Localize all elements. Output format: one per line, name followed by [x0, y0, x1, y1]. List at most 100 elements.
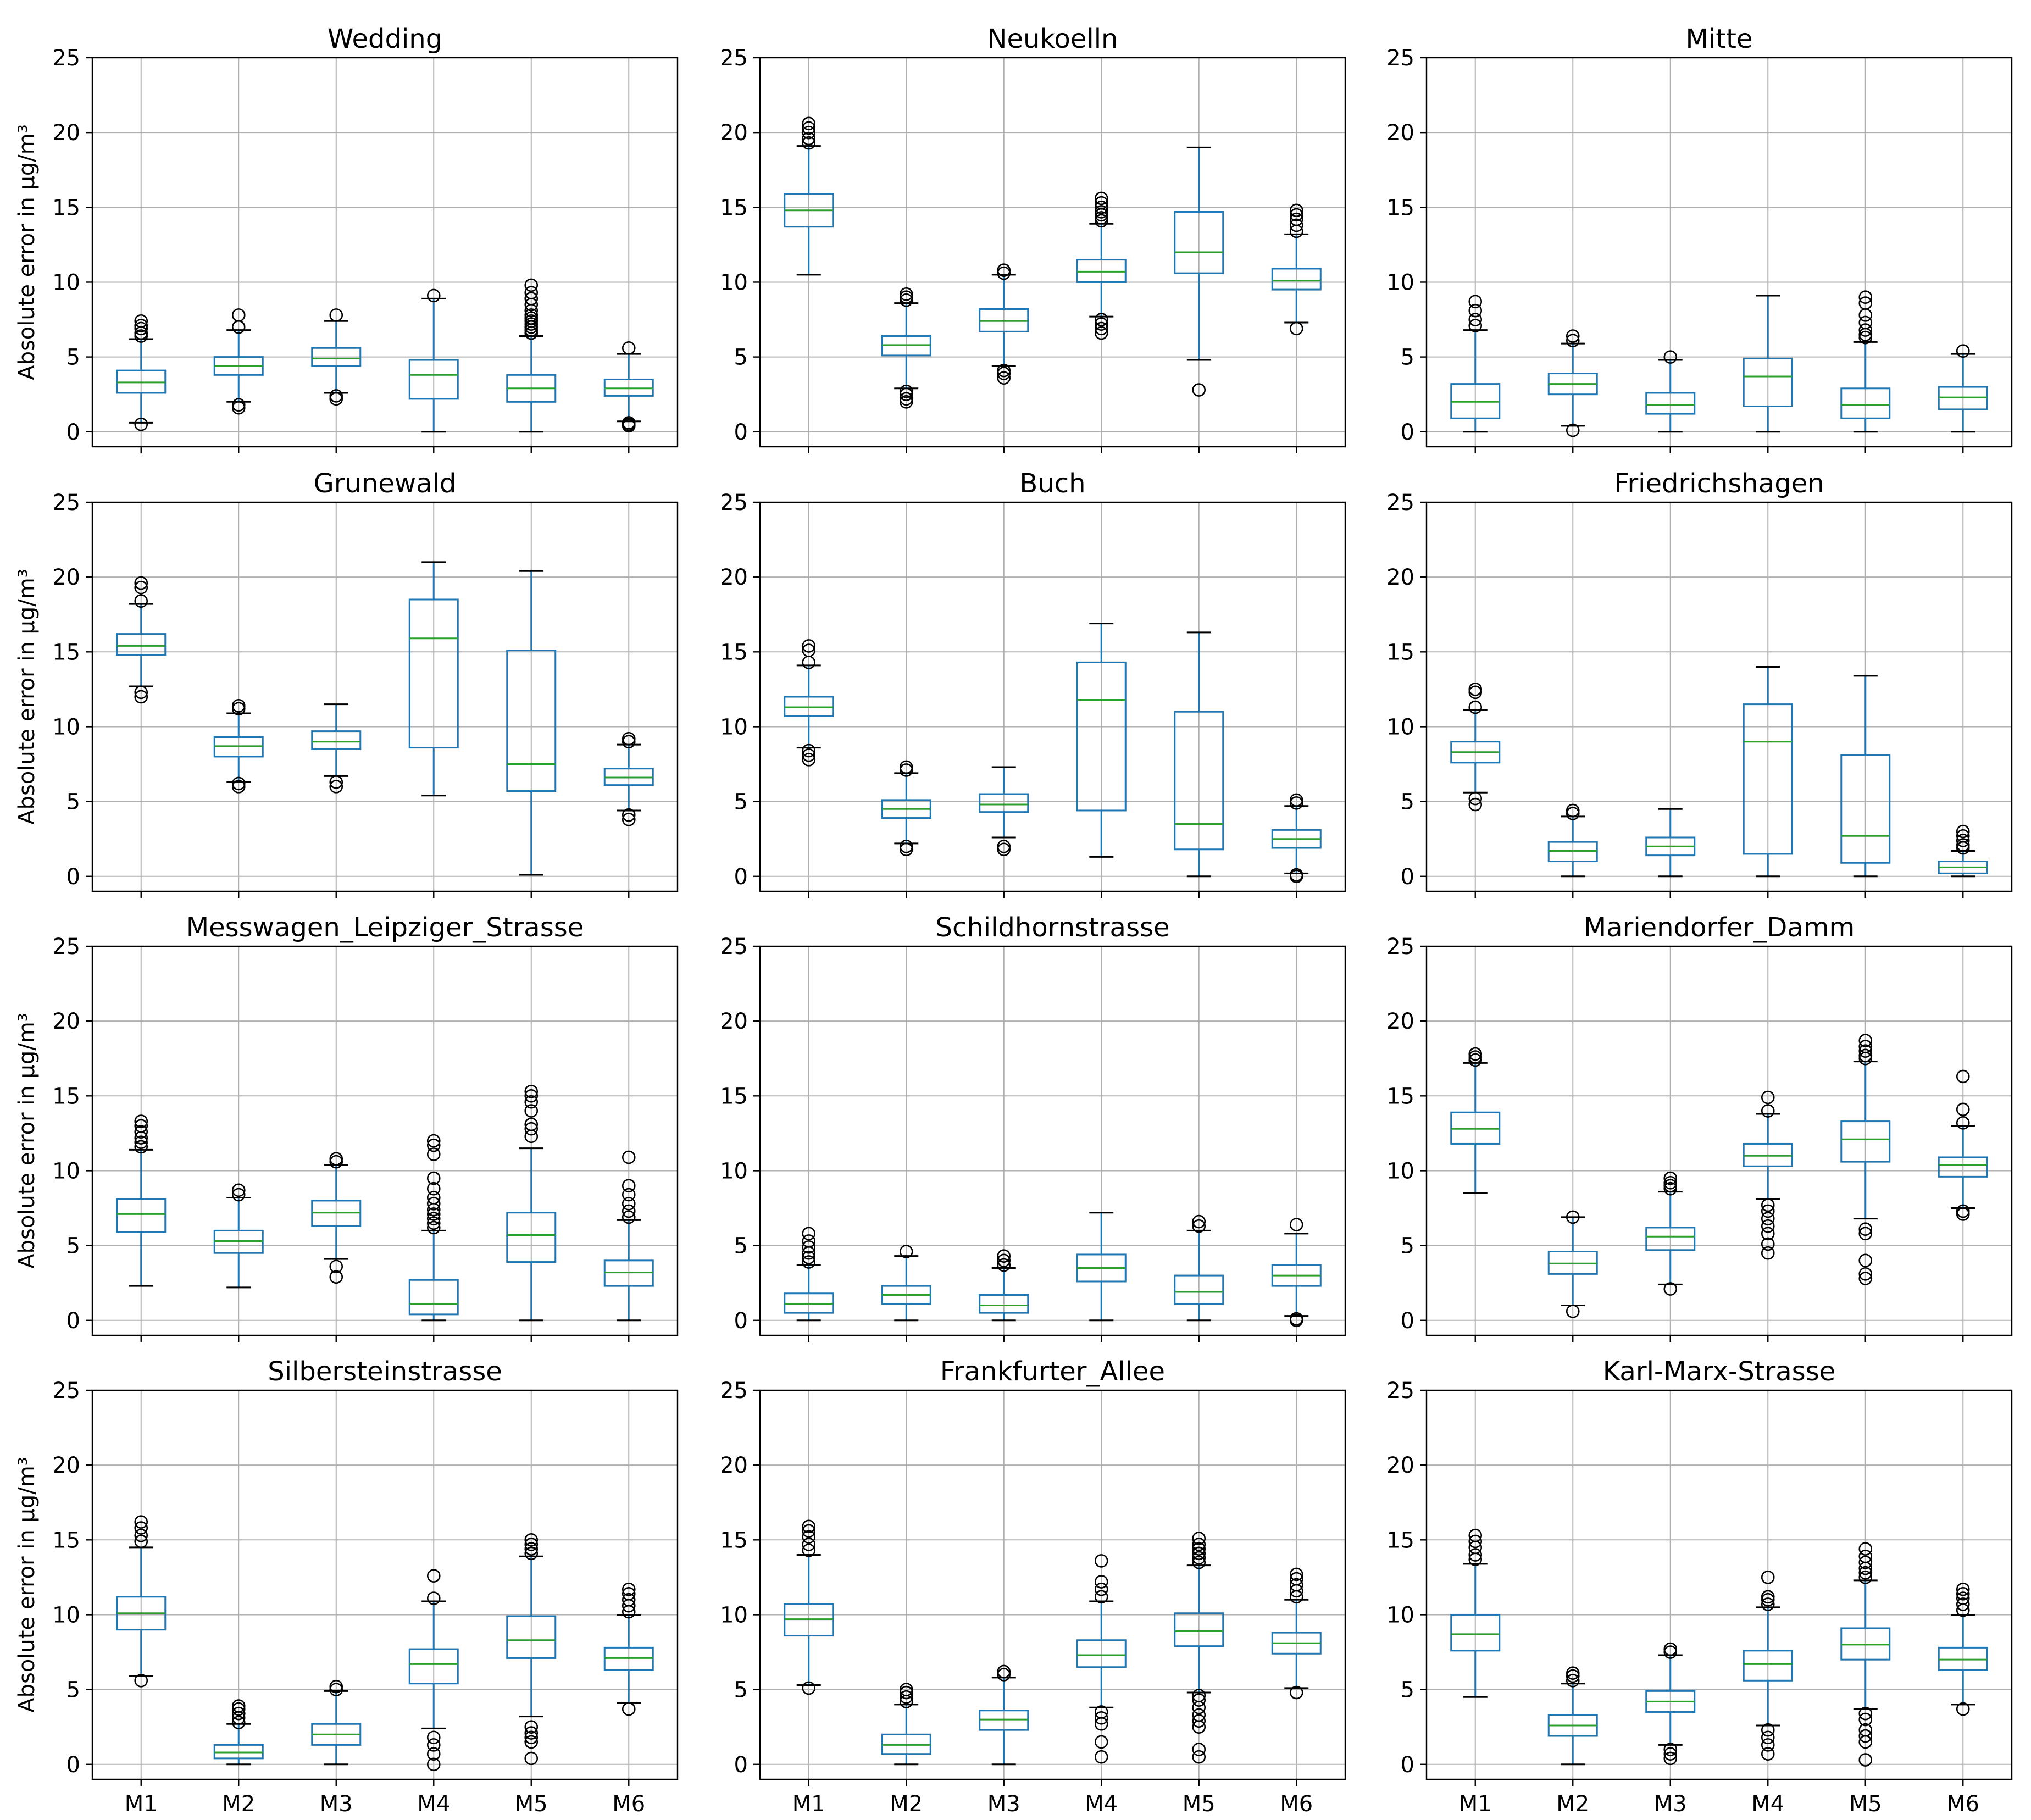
outlier-point	[134, 576, 148, 590]
outlier-point	[1761, 1104, 1775, 1118]
outlier-point	[997, 1258, 1011, 1272]
outlier-point	[231, 1716, 246, 1729]
outlier-point	[426, 1191, 441, 1205]
outlier-point	[524, 1730, 539, 1745]
panel-buch: 0 5 10 15 20 25 Buch	[720, 468, 1346, 898]
outlier-point	[1761, 1090, 1775, 1105]
outlier-point	[134, 1515, 148, 1529]
outlier-point	[524, 286, 539, 299]
outlier-point	[1858, 290, 1873, 304]
y-tick-label: 10	[52, 270, 80, 295]
outlier-point	[426, 1216, 441, 1230]
box-m6	[603, 1150, 654, 1322]
box-m4	[1743, 1090, 1793, 1260]
iqr-box	[408, 1279, 459, 1316]
outlier-point	[231, 1183, 246, 1197]
box-m1	[1450, 1047, 1501, 1194]
outlier-point	[426, 1138, 441, 1152]
outlier-point	[134, 1135, 148, 1150]
outlier-point	[524, 308, 539, 322]
outlier-point	[1956, 1069, 1970, 1084]
panel-mitte: 0 5 10 15 20 25 Mitte	[1386, 24, 2013, 453]
x-tick-label: M1	[1459, 1791, 1492, 1817]
outlier-point	[1956, 834, 1970, 847]
box-m4	[408, 288, 459, 433]
iqr-box	[408, 598, 459, 749]
outlier-point	[426, 1591, 441, 1605]
outlier-point	[329, 1679, 343, 1694]
outlier-point	[621, 1702, 636, 1716]
outlier-point	[1858, 1712, 1873, 1727]
box-m3	[979, 1249, 1029, 1322]
outlier-point	[1858, 1706, 1873, 1721]
x-tick-label: M4	[417, 1791, 450, 1817]
outlier-point	[524, 292, 539, 306]
outlier-point	[134, 1140, 148, 1154]
outlier-point	[1094, 1711, 1108, 1725]
outlier-point	[426, 1738, 441, 1752]
y-tick-label: 10	[52, 714, 80, 740]
box-m5	[506, 1533, 557, 1766]
outlier-point	[1761, 1219, 1775, 1233]
y-tick-label: 25	[1386, 490, 1414, 515]
x-tick-label: M6	[612, 1791, 645, 1817]
outlier-point	[134, 1673, 148, 1688]
outlier-point	[1566, 1666, 1580, 1680]
x-tick-label: M3	[1654, 1791, 1687, 1817]
outlier-point	[1468, 791, 1483, 806]
x-tick-label: M6	[1280, 1791, 1313, 1817]
outlier-point	[1468, 1528, 1483, 1542]
outlier-point	[1289, 1572, 1303, 1586]
box-m1	[1450, 1528, 1501, 1698]
axes-frame	[759, 1389, 1346, 1780]
outlier-point	[524, 1735, 539, 1749]
outlier-point	[524, 1095, 539, 1109]
outlier-point	[802, 743, 816, 758]
x-tick-label: M5	[515, 1791, 548, 1817]
y-tick-label: 20	[52, 1453, 80, 1478]
box-m1	[1450, 682, 1501, 812]
y-tick-label: 20	[720, 1009, 748, 1034]
box-m2	[881, 287, 931, 409]
iqr-box	[311, 347, 362, 367]
panel-grunewald: 0 5 10 15 20 25 Grunewald Absolute error in µg/…	[14, 468, 679, 898]
outlier-point	[1192, 1693, 1206, 1707]
y-tick-label: 25	[1386, 46, 1414, 71]
box-m3	[311, 1679, 362, 1766]
y-tick-label: 5	[734, 1234, 748, 1259]
y-tick-label: 5	[1401, 1234, 1414, 1259]
outlier-point	[1289, 1685, 1303, 1700]
iqr-box	[1743, 357, 1793, 407]
outlier-point	[1289, 1567, 1303, 1582]
box-m3	[311, 308, 362, 406]
box-m6	[603, 731, 654, 826]
outlier-point	[899, 392, 913, 406]
outlier-point	[899, 384, 913, 398]
y-tick-label: 20	[1386, 120, 1414, 146]
outlier-point	[134, 1534, 148, 1549]
outlier-point	[1094, 196, 1108, 210]
axes-frame	[759, 501, 1346, 892]
y-tick-label: 10	[720, 270, 748, 295]
box-m1	[116, 314, 167, 431]
x-tick-label: M5	[1849, 1791, 1882, 1817]
x-tick-label: M1	[792, 1791, 825, 1817]
outlier-point	[1956, 1116, 1970, 1130]
outlier-point	[1663, 1747, 1678, 1761]
y-tick-label: 0	[1401, 1752, 1414, 1778]
outlier-point	[426, 1747, 441, 1761]
outlier-point	[1858, 1267, 1873, 1281]
box-m5	[506, 1084, 557, 1322]
y-tick-label: 5	[734, 790, 748, 815]
y-tick-label: 15	[1386, 640, 1414, 665]
outlier-point	[329, 1270, 343, 1284]
outlier-point	[1289, 218, 1303, 232]
outlier-point	[802, 1530, 816, 1544]
outlier-point	[426, 1181, 441, 1196]
panel-title: Neukoelln	[987, 24, 1118, 54]
outlier-point	[1192, 1542, 1206, 1556]
outlier-point	[899, 1683, 913, 1696]
box-m1	[784, 1227, 834, 1322]
outlier-point	[802, 1240, 816, 1254]
